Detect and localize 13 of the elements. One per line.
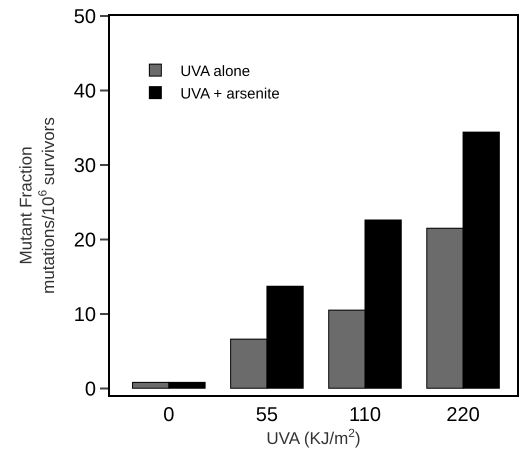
y-tick-label: 20 [74, 229, 96, 252]
legend-label: UVA + arsenite [180, 86, 280, 102]
y-tick-label: 50 [74, 6, 96, 28]
legend-label: UVA alone [180, 63, 250, 80]
y-tick-label: 0 [84, 378, 96, 400]
x-axis-title: UVA (KJ/m$^{2}$) [266, 426, 361, 448]
x-tick-label: 220 [446, 404, 480, 426]
y-tick-label: 30 [74, 154, 96, 177]
y-tick-label: 40 [74, 80, 96, 102]
x-tick-label: 0 [163, 404, 174, 426]
y-tick-label: 10 [74, 304, 96, 326]
x-tick-label: 110 [349, 404, 381, 426]
x-tick-label: 55 [256, 404, 278, 426]
